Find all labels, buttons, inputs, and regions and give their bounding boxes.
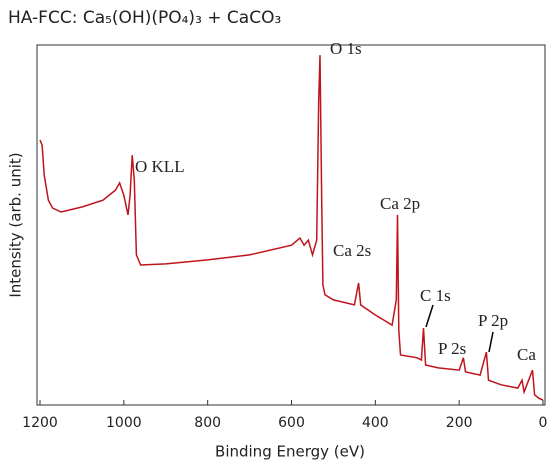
peak-label: O 1s (330, 39, 362, 58)
peak-label: P 2p (478, 311, 508, 330)
x-tick-label: 0 (539, 415, 548, 431)
x-tick-label: 200 (446, 415, 473, 431)
x-tick-label: 600 (278, 415, 305, 431)
x-tick-label: 800 (194, 415, 221, 431)
chart-title: HA-FCC: Ca₅(OH)(PO₄)₃ + CaCO₃ (8, 8, 281, 28)
peak-label: Ca (517, 345, 536, 364)
x-tick-label: 1000 (106, 415, 142, 431)
x-axis-label: Binding Energy (eV) (215, 443, 365, 461)
plot-frame (36, 44, 546, 406)
leader-line (425, 304, 434, 328)
peak-label: Ca 2s (333, 241, 371, 260)
y-axis-label: Intensity (arb. unit) (7, 152, 25, 297)
peak-label: C 1s (420, 286, 451, 305)
x-tick-label: 400 (362, 415, 389, 431)
x-tick-label: 1200 (22, 415, 58, 431)
peak-label: O KLL (135, 157, 185, 176)
leader-line (488, 331, 494, 353)
peak-label: Ca 2p (380, 194, 420, 213)
spectrum-line (39, 55, 544, 401)
peak-label: P 2s (438, 339, 466, 358)
